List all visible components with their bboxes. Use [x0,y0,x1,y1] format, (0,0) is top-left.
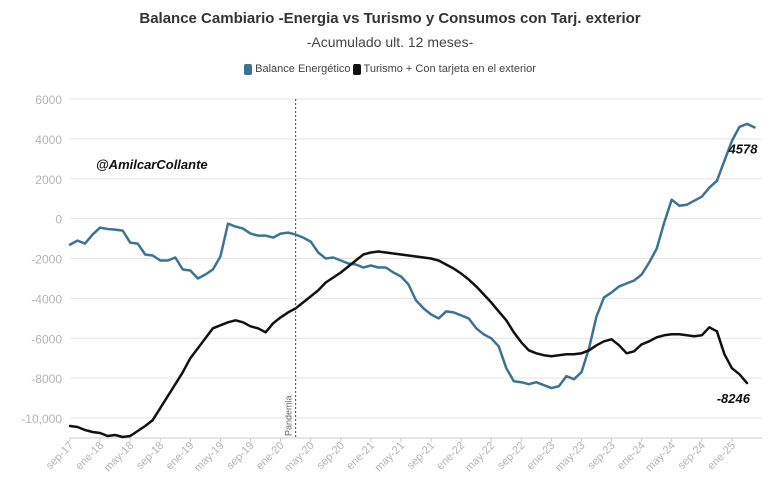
x-tick-label: may-23 [553,440,587,474]
y-tick-label: -2000 [31,253,62,267]
x-tick-label: may-24 [643,440,677,474]
end-label-1: -8246 [717,391,751,406]
legend-item-energia[interactable]: Balance Energético [244,63,351,75]
legend-label-energia: Balance Energético [255,63,351,75]
end-labels: 4578 -8246 [717,141,759,406]
x-tick-label: may-20 [282,440,316,474]
x-tick-label: ene-24 [615,440,648,473]
legend-swatch-energia [244,63,253,75]
series-line-1 [68,250,749,439]
chart-title: Balance Cambiario -Energia vs Turismo y … [139,10,641,27]
x-tick-label: may-19 [192,440,226,474]
x-tick-label: ene-23 [525,440,558,473]
x-tick-label: sep-21 [405,440,437,472]
pandemia-label: Pandemia [284,395,294,436]
y-tick-label: 0 [55,213,62,227]
y-tick-label: -8000 [31,372,62,386]
series-lines [68,122,756,439]
x-tick-label: ene-22 [435,440,468,473]
x-tick-label: ene-21 [344,440,377,473]
x-tick-label: sep-23 [585,440,617,472]
y-tick-label: 4000 [35,133,62,147]
chart-legend: Balance Energético Turismo + Con tarjeta… [0,63,780,75]
y-tick-label: 2000 [35,173,62,187]
y-axis: 6000 4000 2000 0 -2000 -4000 -6000 -8000 -10,000 [21,93,62,426]
annotations: Pandemia @AmilcarCollante [96,99,297,438]
y-tick-label: -4000 [31,292,62,306]
x-tick-label: may-22 [463,440,497,474]
y-tick-label: 6000 [35,93,62,107]
x-tick-label: sep-18 [134,440,166,472]
x-tick-label: ene-18 [73,440,106,473]
x-tick-label: may-18 [102,440,136,474]
x-tick-label: sep-17 [44,440,76,472]
x-tick-label: ene-19 [164,440,197,473]
legend-item-turismo[interactable]: Turismo + Con tarjeta en el exterior [352,63,536,75]
author-label: @AmilcarCollante [96,157,208,172]
y-tick-label: -6000 [31,332,62,346]
x-tick-label: sep-24 [676,440,708,472]
x-tick-label: sep-19 [224,440,256,472]
x-tick-label: may-21 [373,440,407,474]
x-tick-label: ene-20 [254,440,287,473]
legend-label-turismo: Turismo + Con tarjeta en el exterior [363,63,536,75]
legend-swatch-turismo [352,63,361,75]
x-tick-label: sep-22 [495,440,527,472]
chart-subtitle: -Acumulado ult. 12 meses- [306,34,474,50]
x-axis: sep-17ene-18may-18sep-18ene-19may-19sep-… [44,438,738,474]
y-tick-label: -10,000 [21,412,62,426]
series-line-0 [68,122,756,390]
end-label-0: 4578 [728,141,759,156]
x-tick-label: ene-25 [705,440,738,473]
x-tick-label: sep-20 [315,440,347,472]
